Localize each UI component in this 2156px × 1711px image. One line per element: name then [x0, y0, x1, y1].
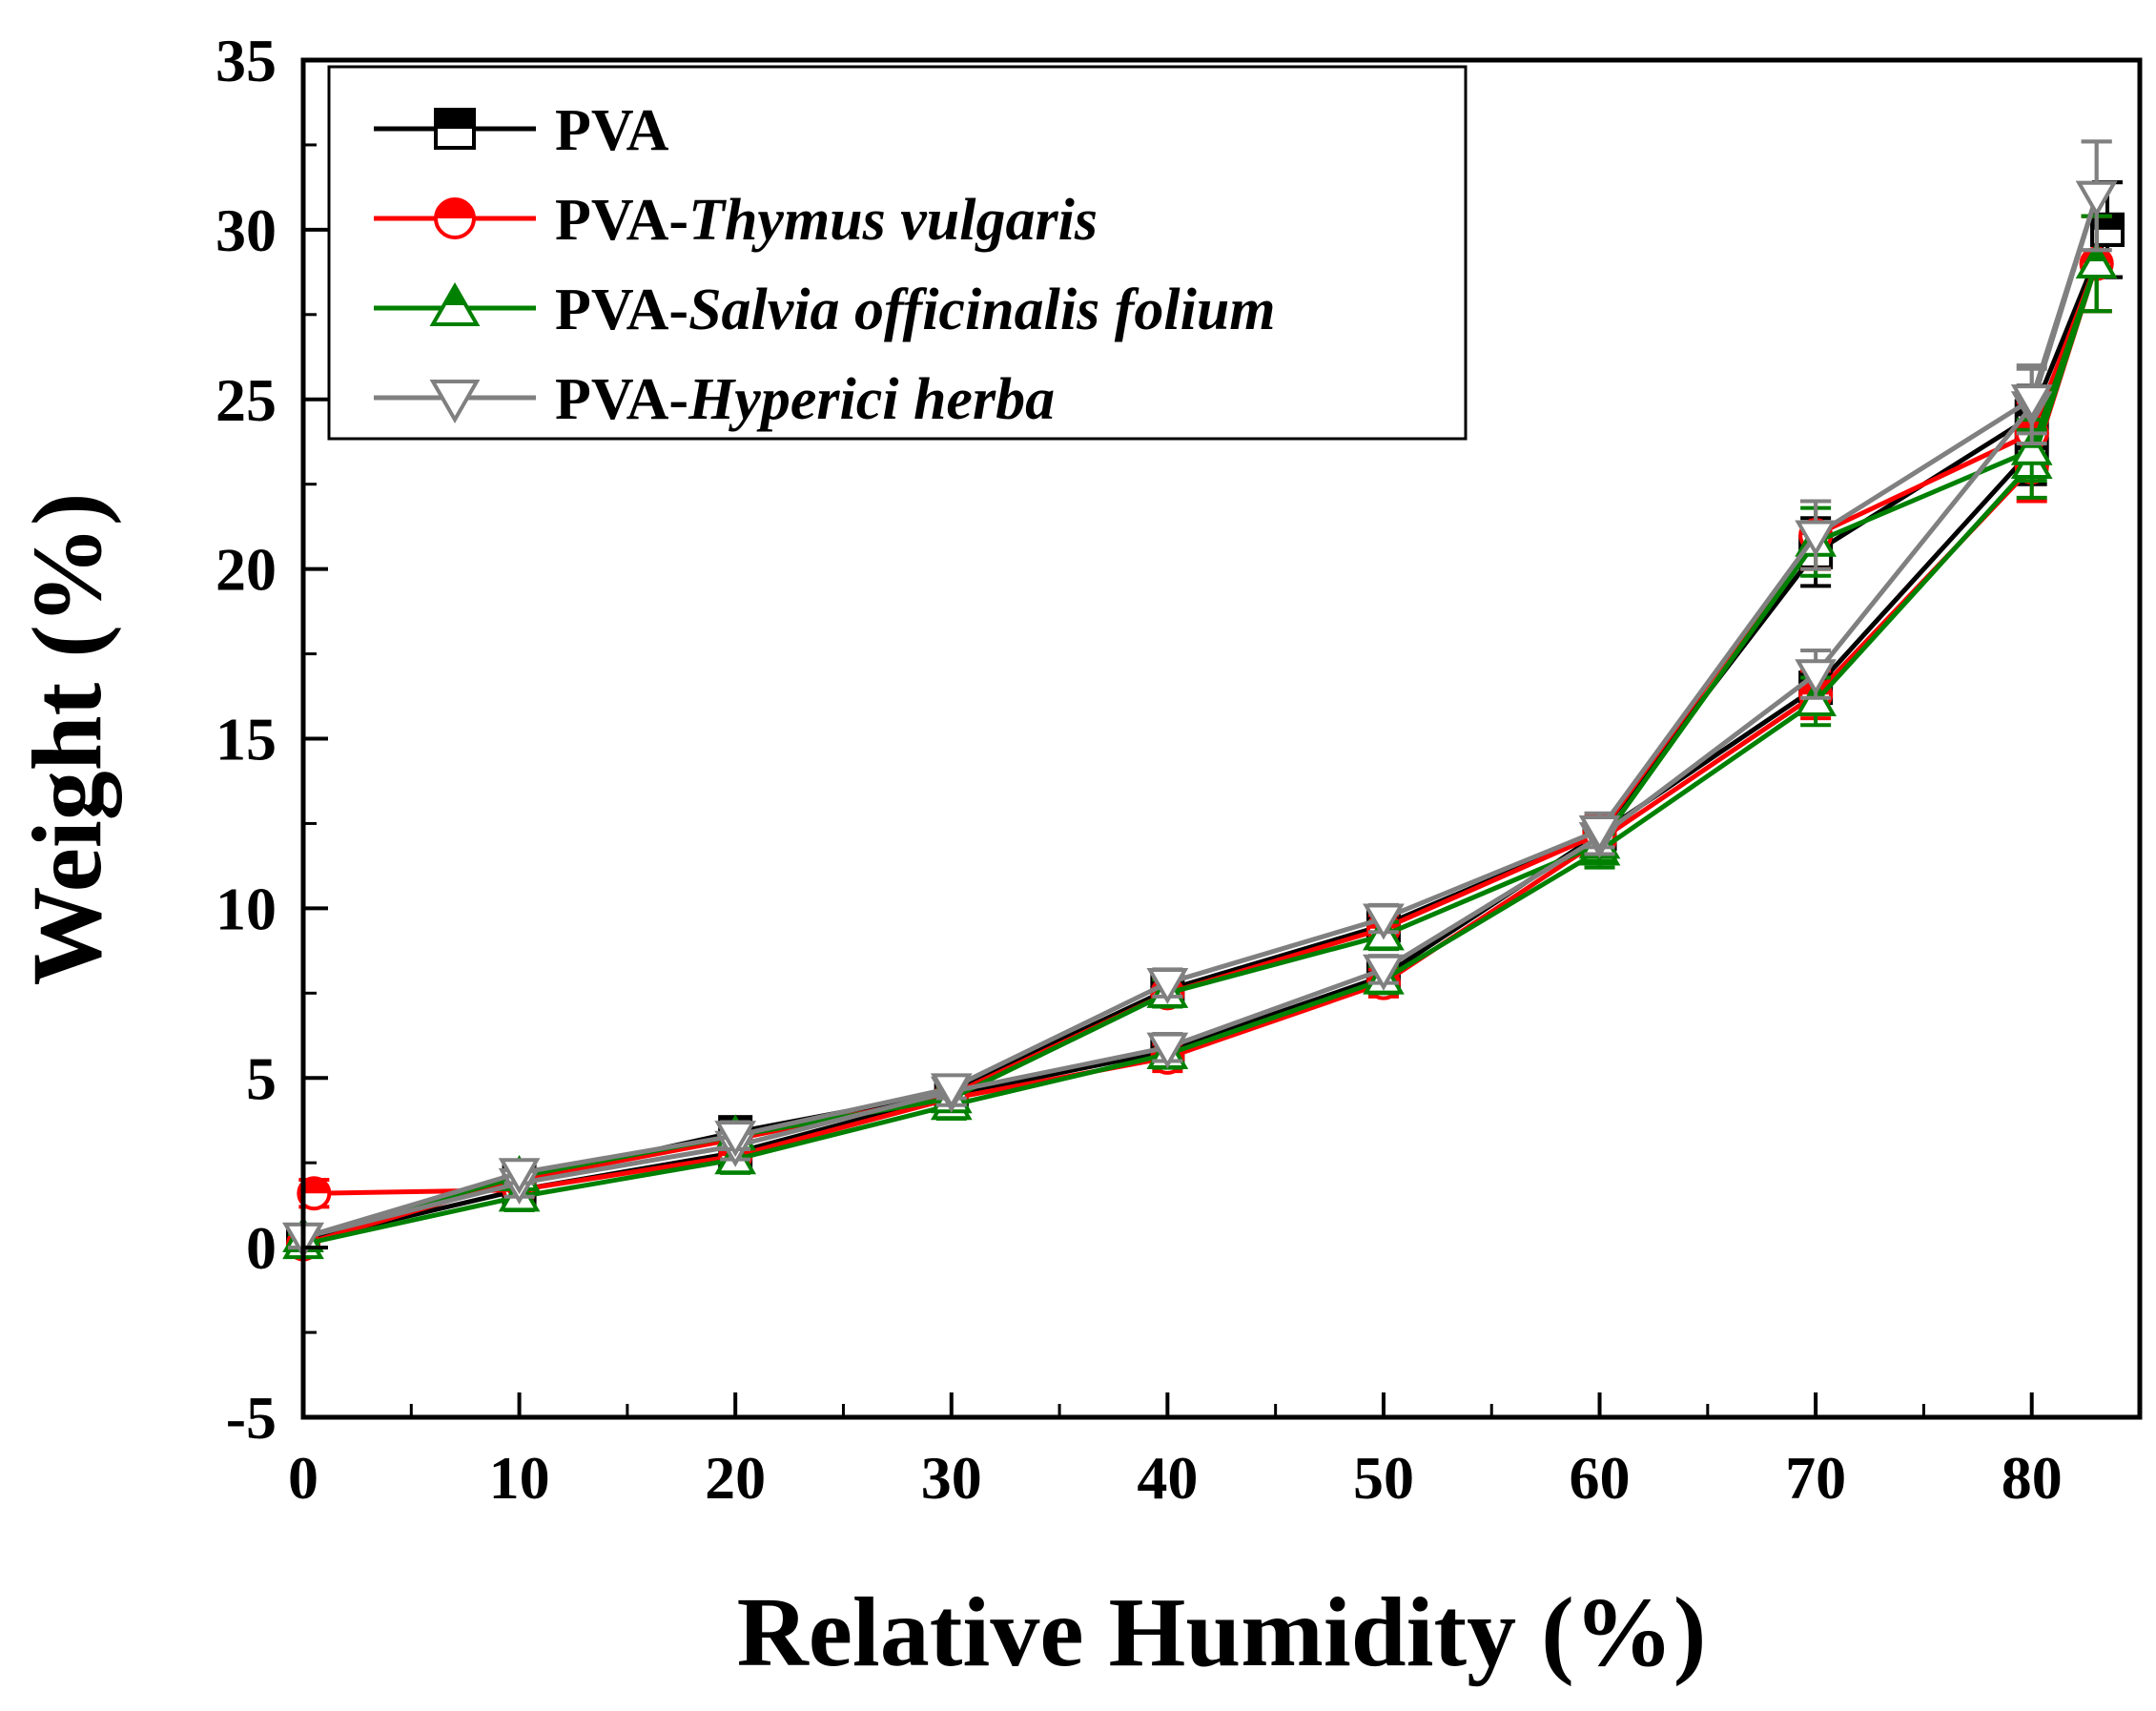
y-tick-label: 35 [216, 27, 277, 94]
legend-label: PVA-Thymus vulgaris [555, 188, 1098, 253]
legend-label: PVA-Salvia officinalis folium [555, 278, 1276, 342]
legend-label-plain: PVA- [555, 367, 688, 432]
series-line-adsorption [302, 195, 2100, 1240]
series-3 [282, 139, 2118, 1259]
x-axis-title: Relative Humidity (%) [737, 1577, 1707, 1687]
data-point [930, 1073, 973, 1110]
x-tick-label: 20 [705, 1444, 766, 1512]
x-tick-label: 60 [1570, 1444, 1631, 1512]
y-axis-title: Weight (%) [12, 492, 122, 985]
legend-marker [429, 380, 481, 424]
x-tick-label: 80 [2002, 1444, 2063, 1512]
legend-label-plain: PVA [555, 98, 669, 163]
legend-label-italic: Thymus vulgaris [688, 188, 1098, 253]
data-point [1578, 814, 1621, 852]
x-tick-label: 30 [921, 1444, 982, 1512]
data-point [2010, 384, 2053, 422]
y-tick-label: 15 [216, 706, 277, 773]
y-tick-label: 5 [246, 1044, 277, 1112]
y-tick-label: 30 [216, 196, 277, 264]
legend-marker [434, 108, 476, 150]
data-point [1795, 520, 1837, 557]
legend-marker [429, 281, 481, 326]
legend-label-italic: Salvia officinalis folium [688, 278, 1275, 342]
data-point [1795, 659, 1837, 696]
series-line-desorption [302, 195, 2100, 1240]
x-tick-label: 40 [1137, 1444, 1198, 1512]
data-point [1146, 1032, 1189, 1069]
legend-label-plain: PVA- [555, 278, 688, 342]
data-point [297, 1176, 332, 1211]
data-point [498, 1158, 541, 1195]
series-line-adsorption [302, 262, 2100, 1247]
legend-marker [434, 197, 476, 239]
x-tick-label: 0 [288, 1444, 318, 1512]
series-line-desorption [302, 262, 2100, 1247]
legend-label-italic: Hyperici herba [688, 367, 1055, 432]
legend-label-plain: PVA- [555, 188, 688, 253]
y-tick-label: 20 [216, 536, 277, 604]
data-point [1363, 903, 1405, 940]
x-tick-label: 50 [1353, 1444, 1414, 1512]
data-point [1363, 954, 1405, 991]
legend-label: PVA [555, 98, 669, 163]
y-tick-label: -5 [226, 1384, 277, 1452]
data-point [1146, 968, 1189, 1005]
data-point [714, 1121, 757, 1158]
legend-label: PVA-Hyperici herba [555, 367, 1055, 432]
x-tick-label: 70 [1785, 1444, 1846, 1512]
y-tick-label: 25 [216, 366, 277, 434]
data-point [2075, 180, 2118, 217]
data-point [2075, 242, 2118, 279]
x-tick-label: 10 [489, 1444, 550, 1512]
y-tick-label: 0 [246, 1214, 277, 1282]
y-tick-label: 10 [216, 875, 277, 942]
